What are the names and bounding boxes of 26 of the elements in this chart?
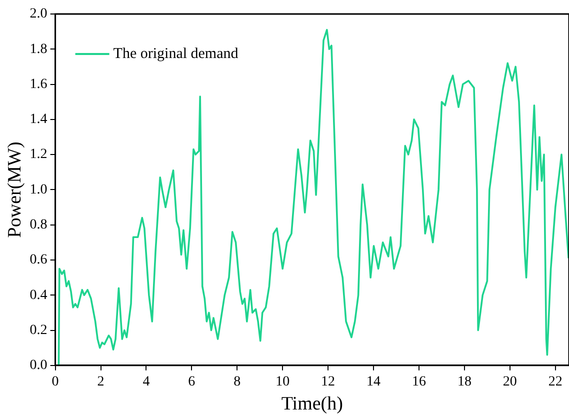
x-tick-label: 0 [52, 374, 59, 390]
y-tick-label: 0.6 [30, 252, 48, 268]
x-tick-label: 8 [234, 374, 241, 390]
x-tick-label: 6 [188, 374, 196, 390]
x-tick-label: 12 [321, 374, 336, 390]
y-tick-label: 1.6 [30, 76, 48, 92]
x-tick-label: 20 [502, 374, 517, 390]
y-tick-label: 0.4 [30, 288, 48, 303]
x-tick-label: 16 [412, 374, 426, 390]
x-tick-label: 18 [457, 374, 472, 390]
x-tick-label: 2 [97, 374, 104, 390]
y-tick-label: 2.0 [30, 6, 48, 22]
x-tick-label: 4 [142, 374, 150, 390]
y-tick-label: 0.2 [30, 322, 48, 338]
y-tick-label: 0.0 [30, 358, 48, 374]
y-axis-title: Power(MW) [4, 142, 26, 238]
y-tick-label: 0.8 [30, 218, 48, 233]
y-tick-label: 1.4 [30, 112, 48, 128]
y-tick-label: 1.2 [30, 147, 48, 162]
legend-label: The original demand [113, 46, 239, 62]
y-tick-label: 1.8 [30, 42, 48, 57]
x-axis-title: Time(h) [281, 394, 343, 415]
y-tick-label: 1.0 [30, 182, 48, 198]
x-tick-label: 22 [548, 374, 562, 390]
x-tick-label: 14 [366, 374, 381, 390]
x-tick-label: 10 [276, 374, 290, 390]
